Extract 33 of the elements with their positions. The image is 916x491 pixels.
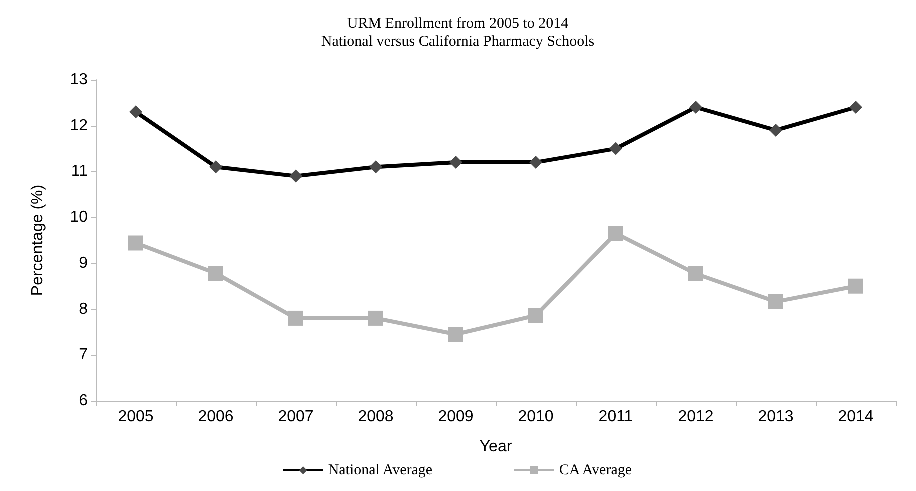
x-tick-label: 2008 <box>358 408 394 426</box>
y-tick-label: 9 <box>79 254 88 272</box>
x-tick-label: 2012 <box>678 408 714 426</box>
point <box>528 308 544 324</box>
x-tick-label: 2014 <box>838 408 874 426</box>
y-axis-title: Percentage (%) <box>30 184 46 296</box>
x-axis-title: Year <box>480 438 513 456</box>
point <box>448 327 464 342</box>
y-tick-label: 13 <box>70 72 88 88</box>
legend-label: National Average <box>328 462 433 478</box>
x-tick-label: 2013 <box>758 408 794 426</box>
x-tick-label: 2006 <box>198 408 234 426</box>
x-tick-label: 2009 <box>438 408 474 426</box>
legend-label: CA Average <box>559 462 632 478</box>
y-tick-label: 11 <box>71 163 88 180</box>
point <box>848 278 864 294</box>
point <box>208 266 224 282</box>
point <box>288 310 304 326</box>
y-tick-label: 6 <box>79 392 88 410</box>
point <box>688 266 704 282</box>
x-tick-label: 2010 <box>518 408 554 426</box>
point <box>368 310 384 326</box>
point <box>608 226 624 242</box>
point <box>768 294 784 310</box>
x-tick-label: 2011 <box>598 408 634 426</box>
point <box>128 236 144 251</box>
x-tick-label: 2007 <box>278 408 314 426</box>
x-tick-label: 2005 <box>118 408 154 426</box>
y-tick-label: 7 <box>79 346 88 364</box>
y-tick-label: 12 <box>70 117 88 134</box>
y-tick-label: 10 <box>70 209 88 226</box>
y-tick-label: 8 <box>79 300 88 318</box>
chart-title: URM Enrollment from 2005 to 2014 National versus California Pharmacy Schools <box>321 16 595 50</box>
